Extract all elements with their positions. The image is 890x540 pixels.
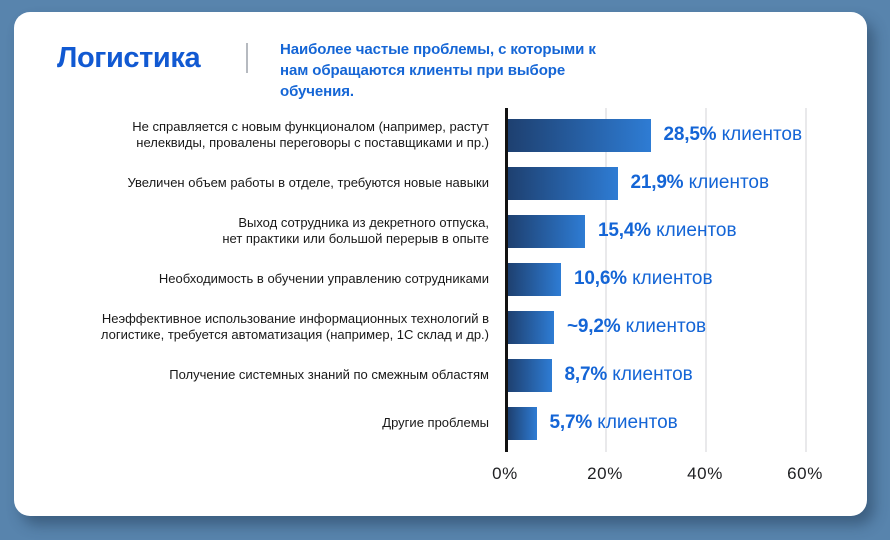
category-label: Неэффективное использование информационн… xyxy=(100,310,489,343)
value-label: 28,5% клиентов xyxy=(664,124,803,146)
y-axis-line xyxy=(505,108,508,452)
bar-row: Увеличен объем работы в отделе, требуютс… xyxy=(14,159,867,207)
bar xyxy=(508,358,552,392)
value-label: 15,4% клиентов xyxy=(598,220,737,242)
page-title: Логистика xyxy=(57,42,201,74)
header-divider xyxy=(246,43,248,73)
x-tick-label: 60% xyxy=(787,464,823,483)
value-label: 8,7% клиентов xyxy=(565,364,693,386)
bar xyxy=(508,310,554,344)
value-suffix: клиентов xyxy=(607,364,693,385)
bar-row: Необходимость в обучении управлению сотр… xyxy=(14,255,867,303)
bar xyxy=(508,406,537,440)
bar xyxy=(508,214,585,248)
category-label: Получение системных знаний по смежным об… xyxy=(169,366,489,382)
value-percent: 21,9% xyxy=(630,172,684,193)
value-percent: 10,6% xyxy=(574,268,627,289)
gridline xyxy=(805,108,807,452)
bar-row: Получение системных знаний по смежным об… xyxy=(14,351,867,399)
category-label: Необходимость в обучении управлению сотр… xyxy=(158,270,489,286)
bar-rows: Не справляется с новым функционалом (нап… xyxy=(14,111,867,447)
value-percent: 15,4% xyxy=(598,220,651,241)
page-subtitle: Наиболее частые проблемы, с которыми к н… xyxy=(280,41,596,100)
bar-row: Неэффективное использование информационн… xyxy=(14,303,867,351)
value-suffix: клиентов xyxy=(716,124,803,145)
category-label: Выход сотрудника из декретного отпуска, … xyxy=(222,214,489,247)
gridline xyxy=(705,108,707,452)
value-label: ~9,2% клиентов xyxy=(567,316,706,338)
chart-card: Логистика Наиболее частые проблемы, с ко… xyxy=(14,12,867,516)
category-label: Не справляется с новым функционалом (нап… xyxy=(132,118,489,151)
category-label: Другие проблемы xyxy=(382,414,489,430)
bar-row: Не справляется с новым функционалом (нап… xyxy=(14,111,867,159)
bar-row: Другие проблемы 5,7% клиентов xyxy=(14,399,867,447)
value-suffix: клиентов xyxy=(683,172,770,193)
category-label: Увеличен объем работы в отделе, требуютс… xyxy=(127,174,489,190)
bar xyxy=(508,262,561,296)
x-tick-label: 0% xyxy=(492,464,518,483)
bar xyxy=(508,166,618,200)
x-tick-label: 20% xyxy=(587,464,623,483)
x-tick-label: 40% xyxy=(687,464,723,483)
value-suffix: клиентов xyxy=(650,220,737,241)
value-label: 21,9% клиентов xyxy=(631,172,770,194)
bar xyxy=(508,118,651,152)
value-suffix: клиентов xyxy=(592,412,678,433)
value-percent: ~9,2% xyxy=(567,316,621,337)
bar-chart: Не справляется с новым функционалом (нап… xyxy=(14,108,867,500)
bar-row: Выход сотрудника из декретного отпуска, … xyxy=(14,207,867,255)
value-percent: 8,7% xyxy=(564,364,608,385)
value-label: 10,6% клиентов xyxy=(574,268,713,290)
value-label: 5,7% клиентов xyxy=(550,412,678,434)
value-percent: 5,7% xyxy=(549,412,593,433)
value-suffix: клиентов xyxy=(620,316,707,337)
value-suffix: клиентов xyxy=(626,268,713,289)
value-percent: 28,5% xyxy=(663,124,717,145)
gridline xyxy=(605,108,607,452)
